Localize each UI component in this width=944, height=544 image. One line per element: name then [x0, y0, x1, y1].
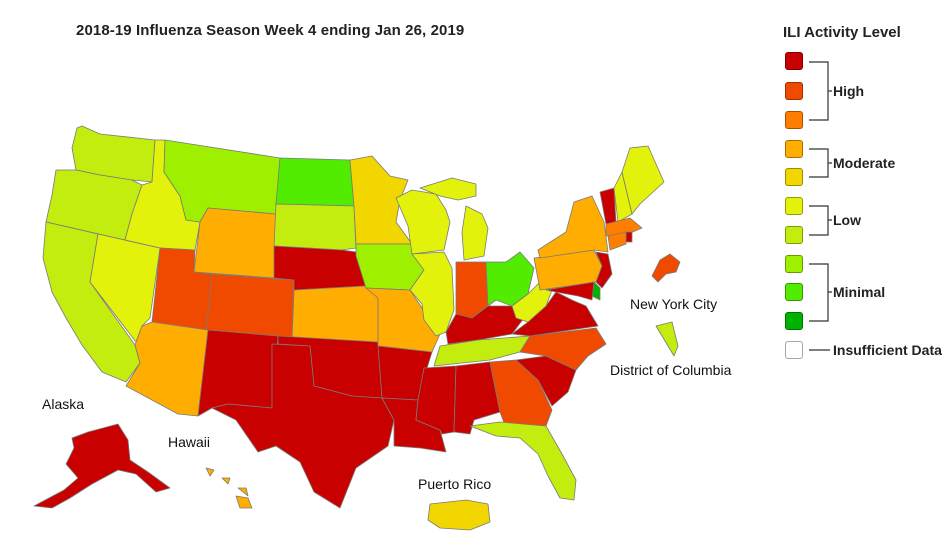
legend-group-insufficient: Insufficient Data	[833, 342, 942, 358]
alaska-label: Alaska	[42, 396, 85, 412]
legend-swatch-level-5	[785, 197, 803, 215]
state-hawaii[interactable]	[205, 467, 253, 509]
state-new-york[interactable]	[537, 195, 609, 259]
state-connecticut[interactable]	[607, 231, 627, 251]
legend-swatch-insufficient	[785, 341, 803, 359]
map-title: 2018-19 Influenza Season Week 4 ending J…	[76, 22, 465, 39]
legend-group-moderate: Moderate	[833, 155, 896, 171]
state-maryland[interactable]	[545, 281, 595, 301]
legend-swatch-level-6	[785, 168, 803, 186]
legend-swatch-level-10	[785, 52, 803, 70]
puerto-rico-label: Puerto Rico	[418, 476, 492, 492]
hawaii-label: Hawaii	[168, 434, 211, 450]
state-illinois[interactable]	[409, 251, 455, 337]
state-new-jersey[interactable]	[595, 251, 613, 289]
state-michigan[interactable]	[419, 177, 489, 261]
legend-swatch-level-3	[785, 255, 803, 273]
state-massachusetts[interactable]	[605, 217, 643, 237]
state-west-virginia[interactable]	[511, 283, 553, 323]
state-new-mexico[interactable]	[197, 329, 279, 417]
district-of-columbia-label: District of Columbia	[610, 362, 732, 378]
state-florida[interactable]	[469, 421, 577, 501]
legend-group-minimal: Minimal	[833, 284, 886, 300]
legend-swatch-level-7	[785, 140, 803, 158]
legend-group-high: High	[833, 83, 865, 99]
state-minnesota[interactable]	[349, 155, 413, 245]
puerto-rico[interactable]	[427, 499, 491, 531]
legend-swatch-level-2	[785, 283, 803, 301]
state-south-dakota[interactable]	[273, 203, 357, 251]
legend-swatch-level-8	[785, 111, 803, 129]
state-alaska[interactable]	[33, 423, 171, 509]
state-rhode-island[interactable]	[625, 231, 633, 243]
state-missouri[interactable]	[365, 287, 441, 353]
state-washington[interactable]	[71, 125, 156, 183]
legend-swatch-level-9	[785, 82, 803, 100]
state-colorado[interactable]	[205, 273, 295, 341]
state-wisconsin[interactable]	[395, 189, 451, 255]
state-arizona[interactable]	[125, 321, 209, 417]
legend-swatch-level-1	[785, 312, 803, 330]
state-texas[interactable]	[211, 343, 395, 509]
state-maine[interactable]	[621, 145, 665, 215]
legend-swatch-level-4	[785, 226, 803, 244]
state-north-dakota[interactable]	[275, 157, 355, 207]
district-of-columbia[interactable]	[655, 321, 679, 357]
new-york-city-label: New York City	[630, 296, 718, 312]
state-kansas[interactable]	[291, 285, 379, 343]
legend-title: ILI Activity Level	[783, 24, 901, 41]
legend-group-low: Low	[833, 212, 861, 228]
state-wyoming[interactable]	[193, 207, 277, 279]
new-york-city[interactable]	[651, 253, 681, 283]
